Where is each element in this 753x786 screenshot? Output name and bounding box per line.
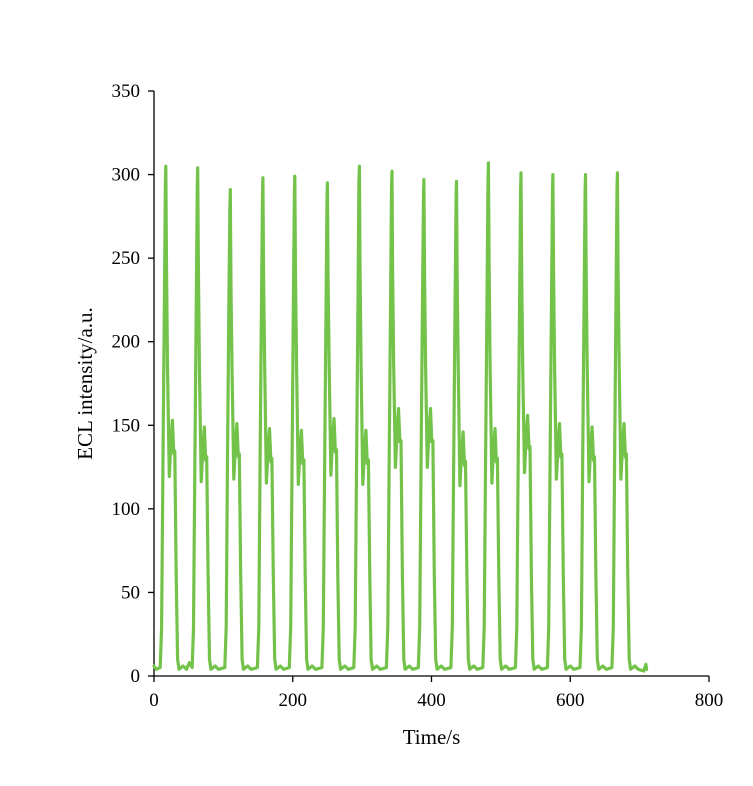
y-axis-title: ECL intensity/a.u. <box>73 307 97 460</box>
peak-point <box>615 171 619 175</box>
y-tick-label: 100 <box>112 499 141 520</box>
peak-point <box>519 171 523 175</box>
x-tick-label: 400 <box>417 690 446 711</box>
y-tick-label: 150 <box>112 415 141 436</box>
y-tick-label: 250 <box>112 248 141 269</box>
peak-point <box>584 173 588 177</box>
x-tick-label: 0 <box>149 690 159 711</box>
x-tick-label: 200 <box>279 690 308 711</box>
peak-point <box>422 178 426 182</box>
plot-area <box>152 161 649 673</box>
peak-point <box>164 164 168 168</box>
peak-point <box>261 176 265 180</box>
peak-point <box>293 174 297 178</box>
x-tick-label: 800 <box>695 690 724 711</box>
y-tick-label: 350 <box>112 81 141 102</box>
y-tick-label: 300 <box>112 165 141 186</box>
x-axis-title: Time/s <box>403 725 461 749</box>
peak-point <box>325 181 329 185</box>
axes: 0 50 100 150 200 250 300 350 0 200 400 600 800 <box>112 81 724 711</box>
peak-point <box>357 164 361 168</box>
peak-point <box>390 169 394 173</box>
peak-point <box>486 161 490 165</box>
peak-point <box>196 166 200 170</box>
x-tick-label: 600 <box>556 690 585 711</box>
y-tick-label: 200 <box>112 332 141 353</box>
y-tick-label: 0 <box>131 666 141 687</box>
peak-point <box>228 188 232 192</box>
series-line <box>152 161 649 673</box>
peak-point <box>551 173 555 177</box>
peak-point <box>454 179 458 183</box>
y-tick-label: 50 <box>121 582 140 603</box>
